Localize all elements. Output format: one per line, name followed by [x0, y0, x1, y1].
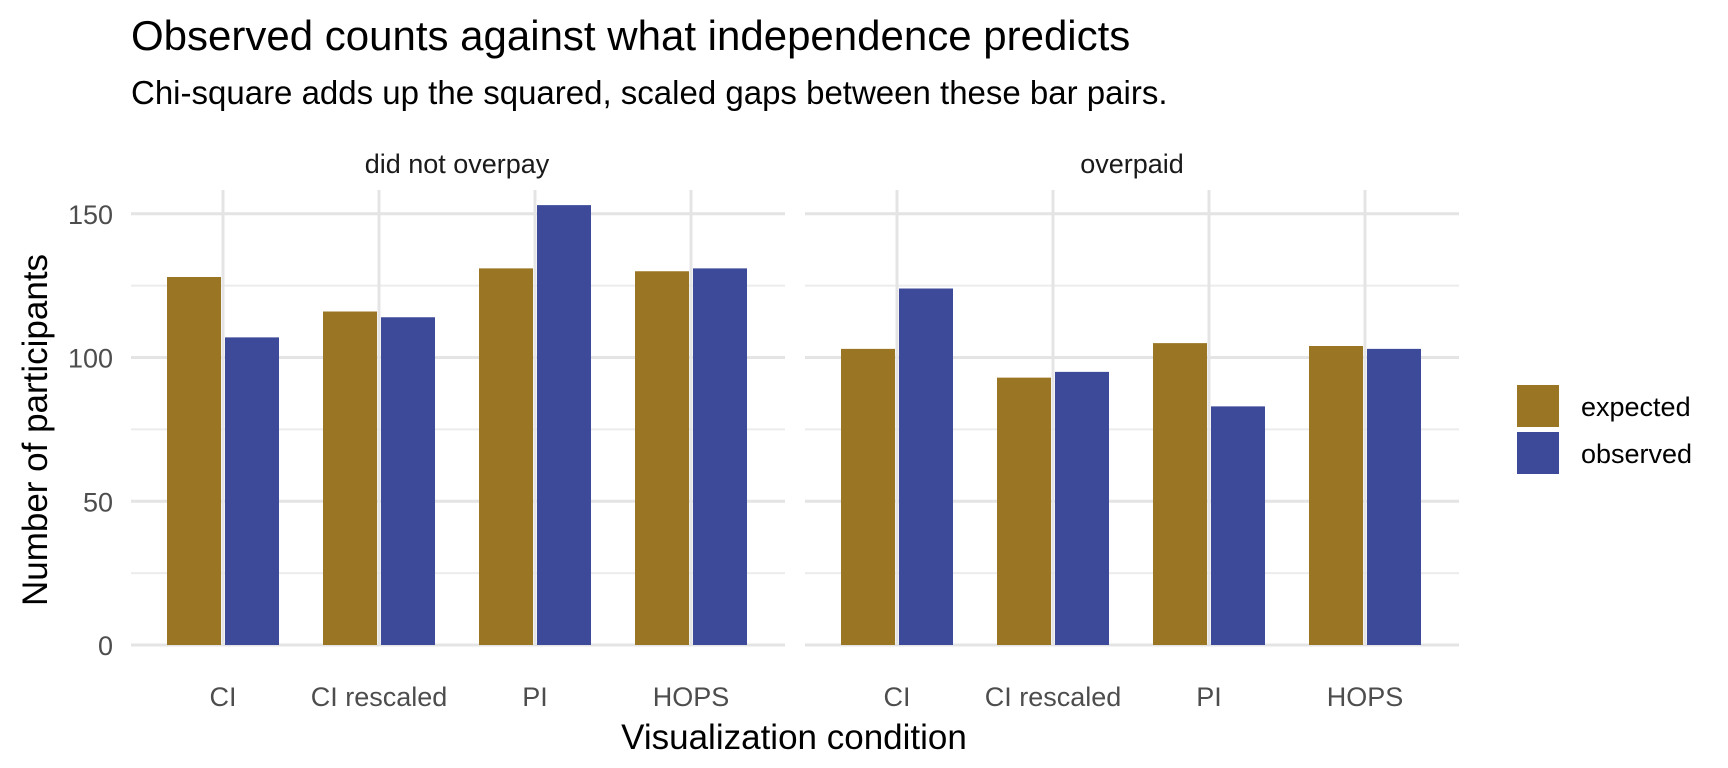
x-tick-label: CI	[210, 682, 237, 712]
x-axis-title: Visualization condition	[621, 718, 967, 757]
x-tick-label: PI	[522, 682, 548, 712]
bar-overpaid-ci-rescaled-observed	[1055, 371, 1109, 645]
bar-overpaid-pi-observed	[1211, 406, 1265, 645]
bar-did-not-overpay-pi-expected	[479, 268, 533, 645]
y-tick-label: 100	[68, 344, 113, 374]
x-tick-label: CI rescaled	[311, 682, 448, 712]
legend: expected observed	[1517, 385, 1692, 474]
legend-label-expected: expected	[1581, 392, 1691, 422]
bar-overpaid-hops-expected	[1309, 346, 1363, 645]
plot-area: 0 50 100 150 CI CI rescaled PI HOPS CI CI rescale…	[68, 190, 1459, 712]
bar-did-not-overpay-ci-rescaled-observed	[381, 317, 435, 645]
bar-did-not-overpay-hops-expected	[635, 271, 689, 645]
legend-label-observed: observed	[1581, 439, 1692, 469]
facet-label-did-not-overpay: did not overpay	[365, 149, 550, 179]
bar-overpaid-pi-expected	[1153, 343, 1207, 645]
x-tick-label: CI	[884, 682, 911, 712]
bar-overpaid-ci-expected	[841, 348, 895, 645]
x-tick-label: HOPS	[653, 682, 730, 712]
bar-overpaid-hops-observed	[1367, 348, 1421, 645]
x-tick-label: HOPS	[1327, 682, 1404, 712]
bar-overpaid-ci-rescaled-expected	[997, 377, 1051, 645]
bar-did-not-overpay-ci-expected	[167, 277, 221, 645]
x-tick-label: CI rescaled	[985, 682, 1122, 712]
bar-did-not-overpay-pi-observed	[537, 205, 591, 645]
legend-key-observed	[1517, 432, 1559, 474]
bar-did-not-overpay-ci-rescaled-expected	[323, 311, 377, 645]
y-tick-label: 50	[83, 487, 113, 517]
chart-subtitle: Chi-square adds up the squared, scaled g…	[131, 74, 1168, 111]
legend-key-expected	[1517, 385, 1559, 427]
y-tick-label: 150	[68, 200, 113, 230]
y-axis-title: Number of participants	[16, 254, 55, 606]
y-tick-label: 0	[98, 631, 113, 661]
chart-title: Observed counts against what independenc…	[131, 12, 1130, 59]
bar-did-not-overpay-ci-observed	[225, 337, 279, 645]
bar-did-not-overpay-hops-observed	[693, 268, 747, 645]
bar-overpaid-ci-observed	[899, 288, 953, 645]
facet-label-overpaid: overpaid	[1080, 149, 1184, 179]
x-tick-label: PI	[1196, 682, 1222, 712]
